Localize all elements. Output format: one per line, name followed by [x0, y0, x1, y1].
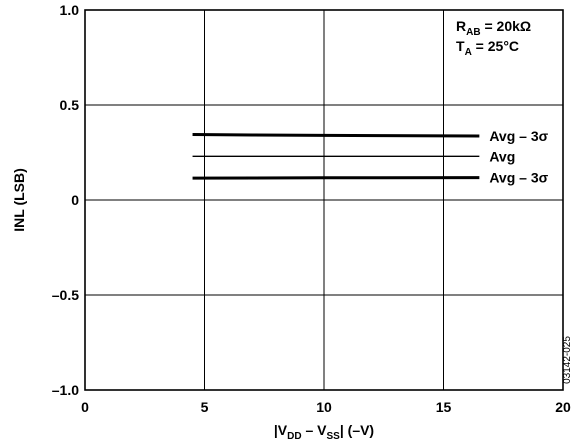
annotation-rab: RAB = 20kΩ: [456, 18, 531, 38]
figure-id: 03142-025: [562, 336, 573, 384]
annotation-rab-post: = 20kΩ: [481, 18, 532, 34]
annotation-rab-sub: AB: [466, 27, 480, 38]
series-label-2: Avg: [489, 148, 515, 164]
y-tick-label: 0.5: [60, 97, 80, 113]
x-tick-label: 0: [81, 399, 89, 415]
x-tick-label: 15: [436, 399, 452, 415]
x-axis-title-mid: – V: [302, 422, 328, 438]
x-axis-title: |VDD – VSS| (–V): [274, 422, 374, 442]
x-tick-label: 20: [555, 399, 571, 415]
series-line-3: [192, 176, 480, 180]
x-tick-label: 10: [316, 399, 332, 415]
annotation-ta: TA = 25°C: [456, 38, 519, 58]
annotation-ta-pre: T: [456, 38, 465, 54]
x-axis-title-sub1: DD: [287, 431, 301, 442]
y-tick-label: 1.0: [60, 2, 80, 18]
series-label-1: Avg – 3σ: [489, 128, 548, 144]
x-axis-title-post: | (–V): [340, 422, 374, 438]
annotation-ta-sub: A: [465, 47, 472, 58]
plot-frame: [84, 9, 564, 391]
series-label-3: Avg – 3σ: [489, 170, 548, 186]
x-axis-title-sub2: SS: [327, 431, 341, 442]
tick-labels: 0 5 10 15 20 –1.0 –0.5 0 0.5 1.0: [52, 2, 571, 415]
grid: [85, 10, 563, 390]
x-axis-title-pre: |V: [274, 422, 288, 438]
series-layer: Avg – 3σ Avg Avg – 3σ: [192, 128, 549, 186]
y-tick-label: –0.5: [52, 287, 79, 303]
annotation-ta-post: = 25°C: [472, 38, 519, 54]
series-line-1: [192, 132, 480, 138]
y-tick-label: –1.0: [52, 382, 79, 398]
x-tick-label: 5: [201, 399, 209, 415]
y-tick-label: 0: [71, 192, 79, 208]
annotation-rab-pre: R: [456, 18, 466, 34]
y-axis-title: INL (LSB): [11, 168, 27, 232]
